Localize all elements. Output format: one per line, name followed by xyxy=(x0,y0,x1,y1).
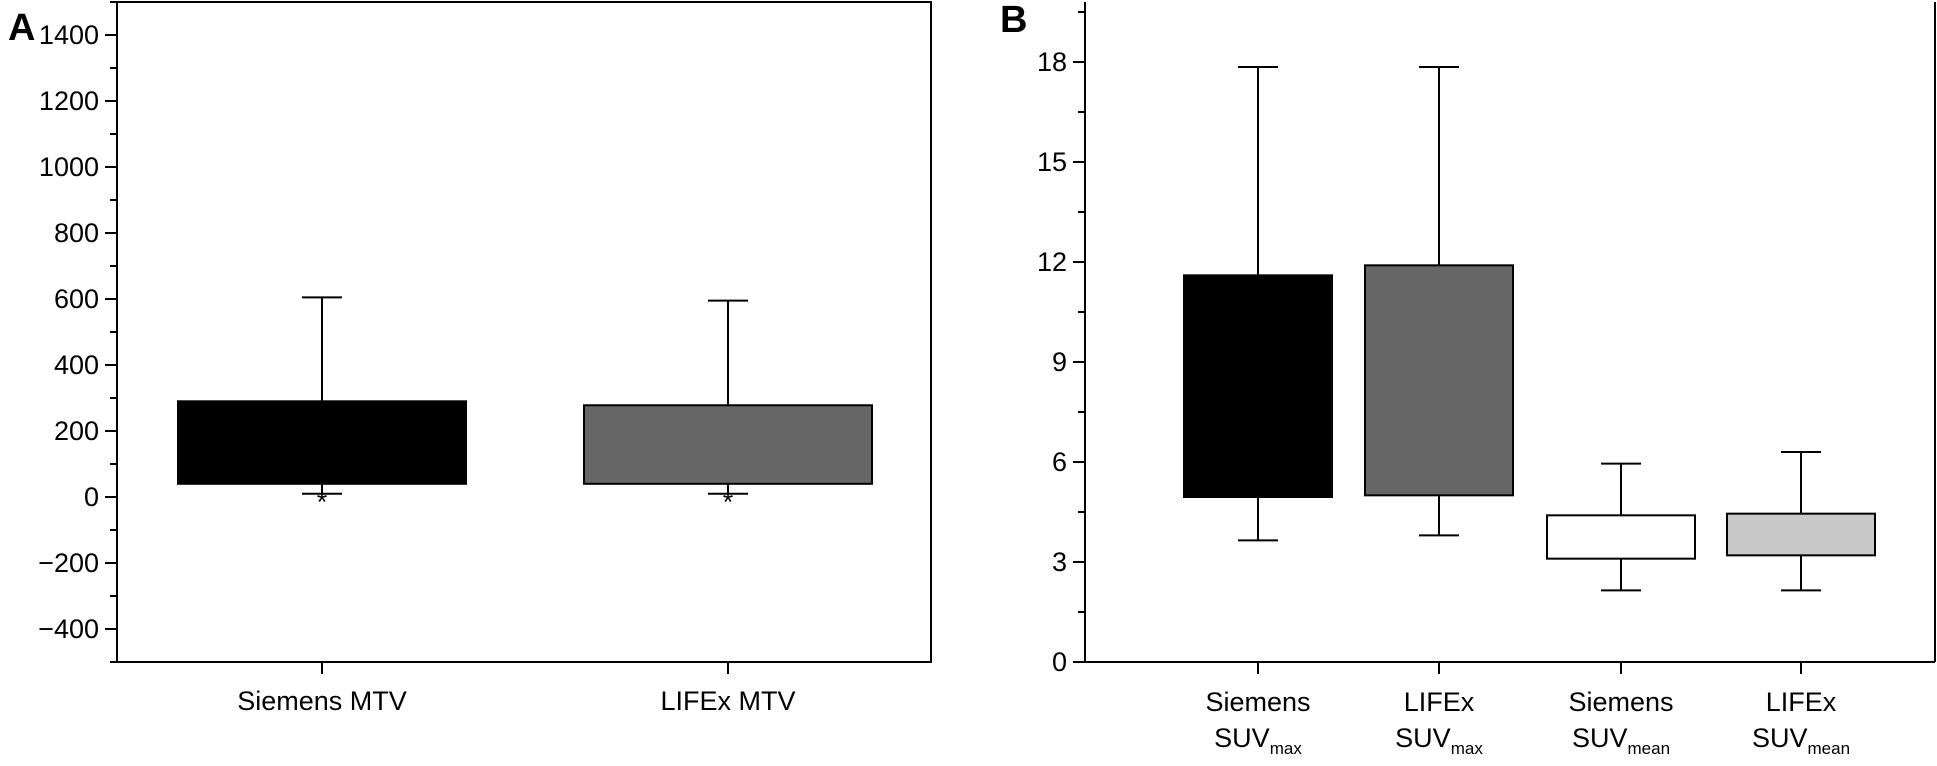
y-tick-label: −400 xyxy=(38,614,99,644)
box xyxy=(1364,264,1514,497)
y-tick-label: 15 xyxy=(1037,147,1067,177)
box-group: Siemens SUVmax xyxy=(1183,66,1333,758)
panel-label: A xyxy=(8,7,35,49)
y-tick-label: 3 xyxy=(1052,547,1067,577)
outlier-marker: * xyxy=(317,487,328,517)
category-label: SUVmax xyxy=(1214,723,1302,758)
category-label: SUVmean xyxy=(1572,723,1670,758)
category-label: SUVmax xyxy=(1395,723,1483,758)
y-tick-label: 1200 xyxy=(39,86,99,116)
category-label: LIFEx MTV xyxy=(660,686,795,716)
box xyxy=(1183,274,1333,499)
y-tick-label: 400 xyxy=(54,350,99,380)
box xyxy=(1546,514,1696,560)
box xyxy=(1726,512,1876,557)
y-tick-label: 0 xyxy=(84,482,99,512)
y-tick-label: 18 xyxy=(1037,47,1067,77)
box-group: * Siemens MTV xyxy=(177,296,467,716)
y-tick-label: 1400 xyxy=(39,20,99,50)
y-tick-label: 600 xyxy=(54,284,99,314)
box-group: LIFEx SUVmean xyxy=(1726,451,1876,758)
category-label: LIFEx xyxy=(1404,687,1475,717)
panel-b: B0369121518SiemensSUVmaxLIFExSUVmaxSieme… xyxy=(1000,0,1936,758)
category-label: LIFEx xyxy=(1766,687,1837,717)
y-tick-label: −200 xyxy=(38,548,99,578)
y-tick-label: 12 xyxy=(1037,247,1067,277)
y-tick-label: 0 xyxy=(1052,647,1067,677)
y-tick-label: 1000 xyxy=(39,152,99,182)
y-tick-label: 6 xyxy=(1052,447,1067,477)
y-tick-label: 800 xyxy=(54,218,99,248)
plot-frame xyxy=(116,1,932,663)
category-label: Siemens xyxy=(1205,687,1310,717)
category-label: Siemens MTV xyxy=(237,686,407,716)
panel-a: A −400 −200 0 200 400 600 800 1000 1200 1400 * Sieme… xyxy=(8,1,932,716)
box-group: * LIFEx MTV xyxy=(583,299,873,716)
panel-label: B xyxy=(1000,0,1027,41)
box xyxy=(583,404,873,485)
box xyxy=(177,400,467,485)
y-tick-label: 200 xyxy=(54,416,99,446)
category-label: Siemens xyxy=(1568,687,1673,717)
box-group: Siemens SUVmean xyxy=(1546,462,1696,758)
box-group: LIFEx SUVmax xyxy=(1364,66,1514,758)
category-label: SUVmean xyxy=(1752,723,1850,758)
y-tick-label: 9 xyxy=(1052,347,1067,377)
outlier-marker: * xyxy=(723,487,734,517)
